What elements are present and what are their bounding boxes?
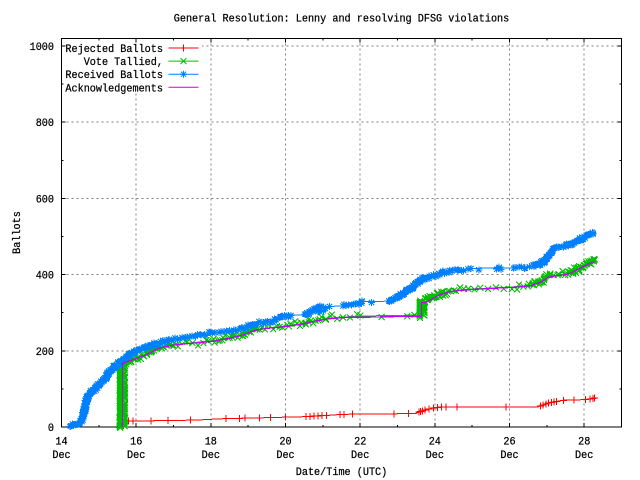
- svg-text:Dec: Dec: [127, 450, 145, 462]
- svg-text:16: 16: [130, 437, 142, 449]
- svg-text:Acknowledgements: Acknowledgements: [65, 83, 163, 95]
- svg-text:18: 18: [205, 437, 217, 449]
- svg-text:Vote Tallied,: Vote Tallied,: [84, 57, 163, 69]
- svg-text:0: 0: [48, 423, 54, 435]
- svg-text:26: 26: [503, 437, 515, 449]
- svg-text:Dec: Dec: [52, 450, 70, 462]
- svg-text:Ballots: Ballots: [12, 211, 24, 254]
- svg-text:Date/Time (UTC): Date/Time (UTC): [296, 467, 388, 479]
- svg-text:Dec: Dec: [351, 450, 369, 462]
- svg-text:Dec: Dec: [500, 450, 518, 462]
- svg-text:General Resolution: Lenny and: General Resolution: Lenny and resolving …: [174, 14, 510, 26]
- svg-text:22: 22: [354, 437, 366, 449]
- svg-text:Dec: Dec: [426, 450, 444, 462]
- svg-text:800: 800: [36, 118, 54, 130]
- svg-text:Dec: Dec: [276, 450, 294, 462]
- svg-text:Dec: Dec: [575, 450, 593, 462]
- svg-text:200: 200: [36, 347, 54, 359]
- svg-text:14: 14: [55, 437, 67, 449]
- svg-text:1000: 1000: [30, 42, 54, 54]
- svg-text:28: 28: [578, 437, 590, 449]
- svg-text:400: 400: [36, 271, 54, 283]
- svg-text:Dec: Dec: [202, 450, 220, 462]
- svg-text:Rejected Ballots: Rejected Ballots: [65, 44, 163, 56]
- svg-text:600: 600: [36, 194, 54, 206]
- svg-text:Received Ballots: Received Ballots: [65, 70, 163, 82]
- svg-text:24: 24: [429, 437, 441, 449]
- svg-text:20: 20: [279, 437, 291, 449]
